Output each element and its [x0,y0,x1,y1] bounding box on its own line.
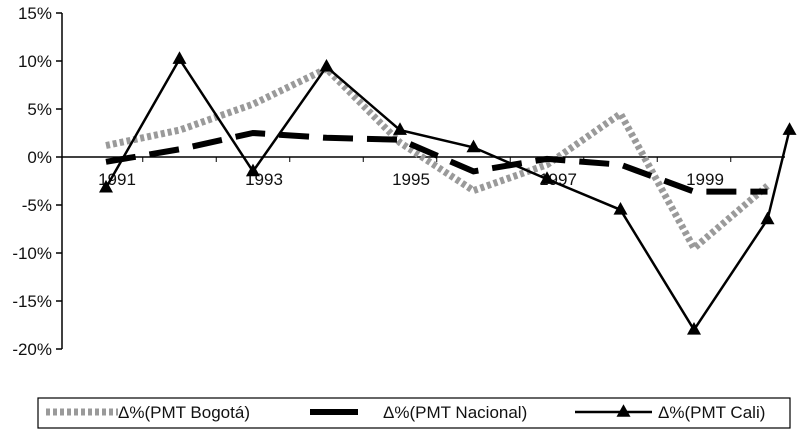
legend-label: Δ%(PMT Nacional) [383,403,527,422]
data-point [172,51,187,64]
legend-box [37,397,791,429]
y-tick-label: 15% [18,4,52,23]
series-3 [99,51,797,335]
data-point [760,211,775,225]
y-tick-label: -20% [12,340,52,359]
data-point [782,122,797,135]
data-point [246,163,260,177]
series-lines [99,51,797,335]
y-tick-label: 0% [27,148,52,167]
data-point [393,122,407,135]
series-line [105,129,768,195]
legend-label: Δ%(PMT Bogotá) [118,403,250,422]
data-point [687,321,701,335]
legend-label: Δ%(PMT Cali) [658,403,765,422]
legend-item: Δ%(PMT Nacional) [310,403,527,422]
data-point [99,179,113,193]
data-point [613,201,628,215]
x-tick-label: 1995 [392,170,430,189]
series-2 [105,129,768,195]
x-tick-label: 1999 [686,170,724,189]
y-tick-label: -15% [12,292,52,311]
legend-marker [616,404,631,417]
legend: Δ%(PMT Bogotá) Δ%(PMT Nacional) Δ%(PMT Cal… [37,397,791,429]
y-axis: 15% 10% 5% 0% -5% -10% -15% -20% [12,4,63,359]
data-point [540,171,554,184]
legend-item: Δ%(PMT Cali) [575,403,765,422]
y-tick-label: 10% [18,52,52,71]
data-point [466,139,481,153]
series-line [104,56,791,333]
y-tick-label: -5% [22,196,52,215]
legend-item: Δ%(PMT Bogotá) [46,403,250,422]
y-tick-label: -10% [12,244,52,263]
y-tick-label: 5% [27,100,52,119]
data-point [319,58,334,72]
